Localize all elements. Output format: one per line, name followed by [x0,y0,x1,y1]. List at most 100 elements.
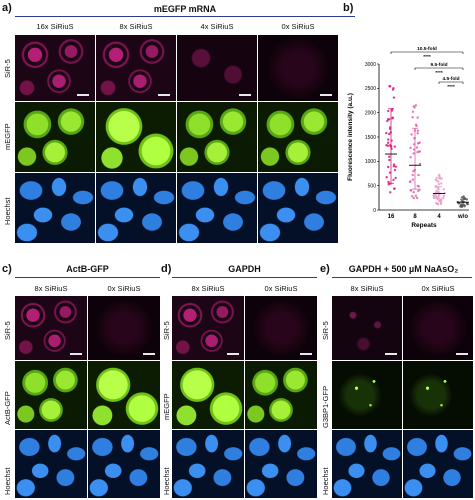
panel-e-col-0x: 0x SiRiuS [421,284,455,293]
image-c-sir5-8x [15,296,87,360]
data-point [463,205,466,208]
panel-a-col-16x: 16x SiRiuS [36,22,74,31]
image-a-megfp-16x [15,102,95,172]
panel-a-row-megfp: mEGFP [3,123,12,150]
data-point [442,188,446,191]
image-a-megfp-8x [96,102,176,172]
data-point [435,202,438,205]
data-point [441,196,445,200]
panel-e-col-8x: 8x SiRiuS [350,284,384,293]
data-point [435,189,438,193]
x-axis-label: Repeats [411,222,437,229]
panel-e-row-g3bp1: G3BP1-GFP [321,385,330,428]
panel-e-rule [332,277,472,279]
data-point [385,144,388,147]
fluorescence-chart: 0 500 1000 1500 2000 2500 3000 Fluorescence int… [343,14,475,244]
y-tick-label: 0 [373,208,376,214]
data-point [388,155,391,158]
image-c-actb-0x [88,361,160,429]
panel-e-row-hoechst: Hoechst [321,467,330,495]
panel-d-letter: d) [161,263,172,275]
data-point [387,180,390,184]
panel-c-rule [15,277,160,279]
data-point [392,165,396,168]
y-tick-label: 1000 [365,159,376,165]
image-e-hoechst-8x [332,430,402,498]
image-a-hoechst-16x [15,173,95,243]
y-axis-label: Fluorescence intensity (a.u.) [347,93,354,181]
panel-b-letter: b) [343,2,354,14]
data-point [462,195,465,198]
panel-d-row-hoechst: Hoechst [162,467,171,495]
data-point [438,175,441,179]
panel-d-col-0x: 0x SiRiuS [264,284,298,293]
image-d-megfp-8x [172,361,244,429]
data-point [393,145,397,148]
data-point [408,180,412,184]
image-c-hoechst-0x [88,430,160,498]
x-tick-label: 16 [388,214,395,220]
data-point [409,189,413,192]
panel-a-title: mEGFP mRNA [153,4,217,14]
image-c-actb-8x [15,361,87,429]
panel-a-col-0x: 0x SiRiuS [281,22,315,31]
data-point [391,88,395,91]
panel-a-rule [15,16,355,18]
data-point [393,168,397,172]
data-point [388,171,392,174]
data-point [434,178,438,181]
data-point [386,165,390,169]
data-point [392,178,395,182]
data-point [439,198,442,202]
x-tick-label: 8 [413,214,417,220]
data-point [417,189,420,193]
image-d-hoechst-0x [245,430,317,498]
data-point [413,106,416,109]
data-point [418,162,422,166]
data-point [412,152,415,155]
data-point [416,129,420,132]
data-point [466,203,469,206]
x-tick-label: w/o [457,214,468,220]
data-point [394,165,398,168]
panel-d-row-megfp: mEGFP [162,393,171,420]
data-point [387,118,391,121]
data-point [388,132,391,136]
fold-change-label: 4.5-fold [442,76,459,82]
data-point [414,123,418,127]
data-point [388,158,391,162]
data-point [385,176,388,179]
y-tick-label: 500 [368,183,377,189]
data-point [409,155,412,159]
image-e-g3bp1-8x [332,361,402,429]
data-point [410,195,414,198]
data-point [418,141,421,144]
data-point [391,116,395,119]
data-point [390,109,394,112]
image-a-sir5-4x [177,35,257,101]
y-tick-label: 1500 [365,135,376,141]
image-c-sir5-0x [88,296,160,360]
data-point [436,187,440,191]
x-tick-label: 4 [437,214,441,220]
data-point [411,116,414,119]
panel-e-letter: e) [320,263,330,275]
panel-d-rule [172,277,317,279]
data-point [417,173,420,177]
data-point [437,180,440,183]
image-a-hoechst-8x [96,173,176,243]
data-point [412,190,415,194]
data-point [432,194,435,197]
data-point [411,173,414,177]
panel-a-row-sir5: SiR-5 [3,59,12,78]
data-point [388,85,392,88]
image-a-megfp-0x [258,102,338,172]
data-point [418,150,422,153]
image-e-sir5-8x [332,296,402,360]
panel-c-title: ActB-GFP [66,264,109,274]
data-point [434,193,438,197]
image-d-megfp-0x [245,361,317,429]
data-point [415,196,419,200]
image-a-hoechst-4x [177,173,257,243]
significance-stars: **** [435,70,443,76]
